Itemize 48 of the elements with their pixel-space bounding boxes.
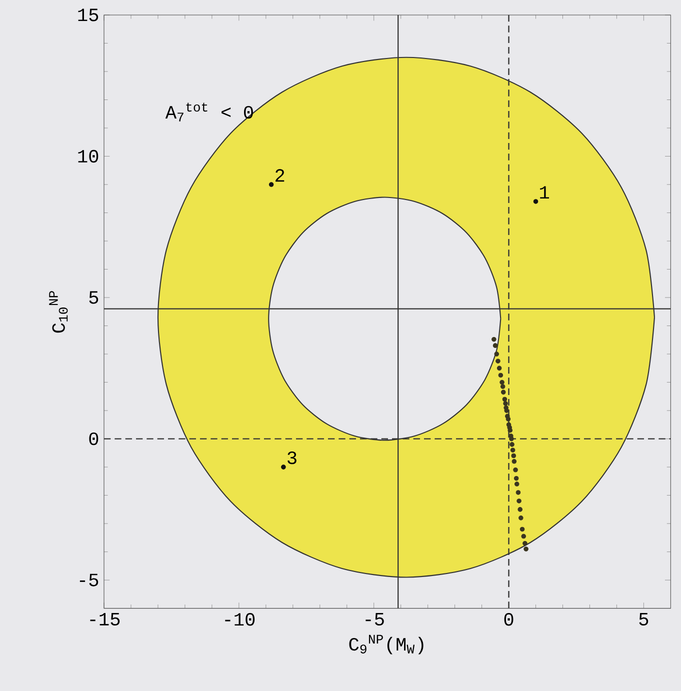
x-tick-label: 5 [639, 613, 648, 626]
point [514, 482, 520, 486]
annotation: 1 [540, 186, 549, 199]
point [268, 182, 274, 187]
point [522, 540, 528, 546]
point [511, 453, 516, 458]
y-tick-label: 10 [78, 150, 98, 163]
point [509, 436, 514, 442]
point [504, 408, 510, 413]
y-tick-label: -5 [80, 574, 98, 586]
x-axis-title: C$_{9}$$^{NP}$(M$_{W}$) [349, 634, 424, 654]
point [512, 459, 517, 464]
point [514, 476, 519, 481]
point [521, 534, 526, 539]
point [524, 546, 528, 552]
point [516, 490, 521, 495]
annotation: 2 [276, 169, 284, 182]
annotation: A$_{7}$$^{tot}$ < 0 [165, 102, 253, 122]
point [510, 448, 516, 453]
point [502, 396, 508, 402]
point [518, 516, 524, 520]
point [513, 467, 518, 472]
point [500, 380, 504, 385]
point [500, 390, 506, 395]
point [516, 498, 522, 504]
point [496, 358, 500, 364]
x-tick-label: -10 [225, 613, 255, 626]
point [281, 464, 286, 470]
point [510, 442, 514, 447]
y-tick-label: 5 [89, 291, 98, 304]
point [533, 199, 538, 204]
annotation: 3 [288, 451, 296, 464]
point [494, 352, 500, 356]
y-axis-title: C$_{10}$NP [49, 291, 68, 333]
point [496, 366, 502, 371]
x-tick-label: -5 [366, 613, 384, 626]
point [498, 372, 504, 378]
point [492, 336, 496, 342]
point [492, 343, 498, 348]
point [503, 401, 508, 406]
point [518, 507, 523, 512]
point [500, 384, 506, 389]
point [506, 416, 511, 422]
point [520, 526, 525, 532]
y-tick-label: 0 [89, 432, 98, 446]
y-tick-label: 15 [78, 8, 98, 22]
x-tick-label: 0 [504, 613, 514, 626]
x-tick-label: -15 [90, 613, 120, 626]
